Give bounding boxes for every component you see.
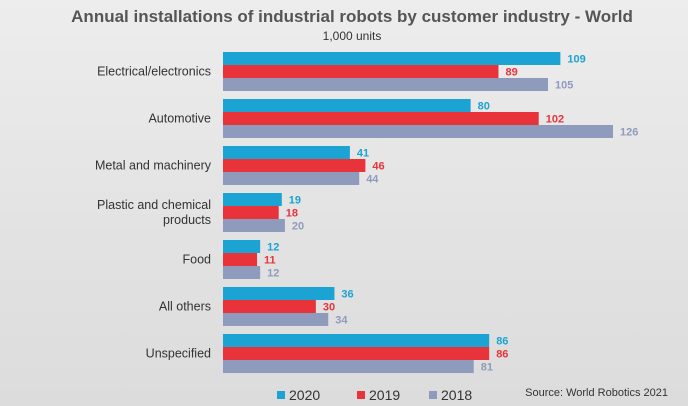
data-label: 89 bbox=[505, 67, 517, 79]
bar-2020 bbox=[223, 52, 561, 65]
category-label: Unspecified bbox=[146, 347, 211, 361]
bar-2018 bbox=[223, 172, 360, 185]
bar-2020 bbox=[223, 146, 350, 159]
bar-2019 bbox=[223, 300, 316, 313]
category-label: Food bbox=[183, 253, 212, 267]
bar-2020 bbox=[223, 240, 261, 253]
data-label: 11 bbox=[264, 255, 276, 267]
data-label: 109 bbox=[567, 54, 585, 66]
data-label: 12 bbox=[267, 268, 279, 280]
category-label: Metal and machinery bbox=[95, 159, 212, 173]
legend-swatch-2020 bbox=[277, 391, 285, 399]
data-label: 34 bbox=[335, 315, 348, 327]
legend-swatch-2019 bbox=[357, 391, 365, 399]
data-label: 19 bbox=[289, 195, 301, 207]
data-label: 86 bbox=[496, 349, 508, 361]
bar-2018 bbox=[223, 266, 261, 279]
bar-2019 bbox=[223, 253, 258, 266]
data-label: 80 bbox=[478, 101, 490, 113]
category-label: Automotive bbox=[148, 112, 211, 126]
bar-2018 bbox=[223, 78, 548, 91]
bar-2020 bbox=[223, 99, 471, 112]
bar-2020 bbox=[223, 334, 490, 347]
data-label: 44 bbox=[366, 174, 379, 186]
bar-2018 bbox=[223, 125, 613, 138]
bar-2019 bbox=[223, 159, 366, 172]
category-label: Electrical/electronics bbox=[97, 65, 211, 79]
data-label: 20 bbox=[292, 221, 304, 233]
data-label: 126 bbox=[620, 127, 638, 139]
bar-2020 bbox=[223, 193, 282, 206]
bar-2019 bbox=[223, 65, 499, 78]
data-label: 36 bbox=[341, 289, 353, 301]
bar-2018 bbox=[223, 219, 285, 232]
source-note: Source: World Robotics 2021 bbox=[525, 387, 668, 399]
data-label: 41 bbox=[357, 148, 369, 160]
chart-title: Annual installations of industrial robot… bbox=[71, 7, 633, 26]
legend-label-2019: 2019 bbox=[369, 387, 400, 403]
bar-2019 bbox=[223, 206, 279, 219]
bar-2019 bbox=[223, 347, 490, 360]
data-label: 105 bbox=[555, 80, 573, 92]
chart-subtitle: 1,000 units bbox=[323, 29, 382, 43]
bar-2020 bbox=[223, 287, 335, 300]
data-label: 46 bbox=[372, 161, 384, 173]
data-label: 12 bbox=[267, 242, 279, 254]
legend-label-2018: 2018 bbox=[441, 387, 472, 403]
legend: 2020 2019 2018 bbox=[277, 387, 472, 403]
data-label: 86 bbox=[496, 336, 508, 348]
bar-2019 bbox=[223, 112, 539, 125]
legend-label-2020: 2020 bbox=[289, 387, 320, 403]
data-label: 102 bbox=[546, 114, 564, 126]
bar-2018 bbox=[223, 360, 474, 373]
category-label: Plastic and chemical products bbox=[97, 198, 211, 227]
data-label: 18 bbox=[286, 208, 298, 220]
bar-2018 bbox=[223, 313, 329, 326]
bars-group: Electrical/electronics 109 89 105 Automotive… bbox=[95, 52, 638, 374]
data-label: 30 bbox=[323, 302, 335, 314]
category-label: All others bbox=[159, 300, 211, 314]
data-label: 81 bbox=[481, 362, 493, 374]
legend-swatch-2018 bbox=[429, 391, 437, 399]
